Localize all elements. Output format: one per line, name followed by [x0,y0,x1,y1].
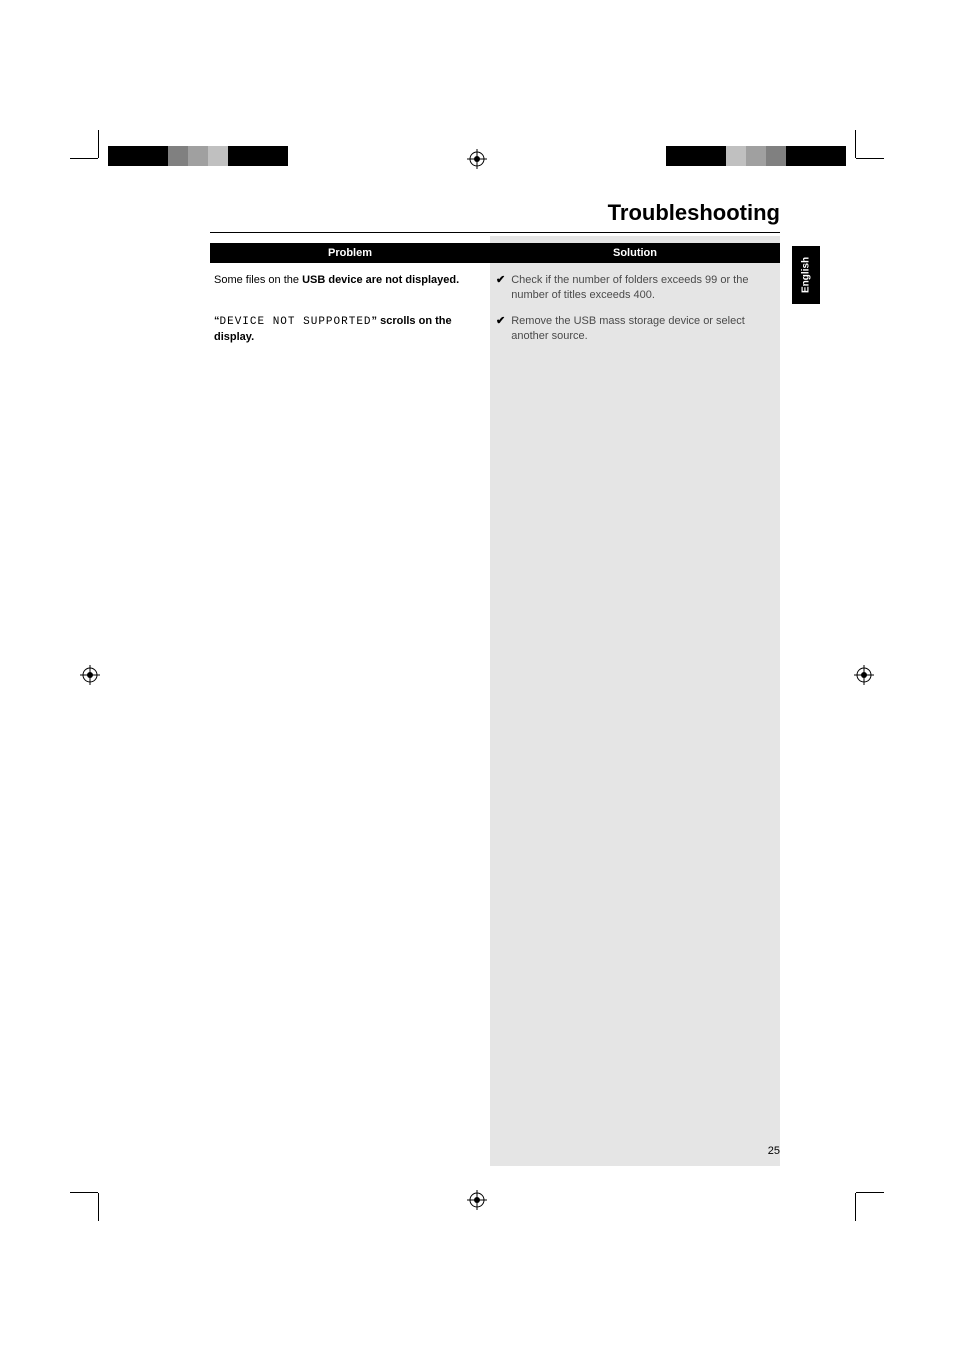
problem-cell: “DEVICE NOT SUPPORTED” scrolls on the di… [210,314,490,346]
solution-text: Check if the number of folders exceeds 9… [511,273,770,304]
problem-bold: USB device are not displayed. [302,274,459,286]
crop-mark [856,1192,884,1193]
table-row: “DEVICE NOT SUPPORTED” scrolls on the di… [210,314,780,346]
registration-strip [108,146,288,166]
col-header-problem: Problem [210,243,490,263]
page-title: Troubleshooting [210,200,780,226]
content-region: Troubleshooting English Problem Solution… [210,200,780,346]
crop-mark [98,130,99,158]
table-row: Some files on the USB device are not dis… [210,273,780,304]
checkmark-icon: ✔ [496,314,505,346]
col-header-solution: Solution [490,243,780,263]
crop-mark [98,1193,99,1221]
solution-text: Remove the USB mass storage device or se… [511,314,770,346]
solution-cell: ✔ Check if the number of folders exceeds… [490,273,780,304]
crop-mark [856,158,884,159]
registration-strip [666,146,846,166]
crop-mark [70,1192,98,1193]
registration-target-icon [854,665,874,685]
crop-mark [855,1193,856,1221]
registration-target-icon [80,665,100,685]
registration-target-icon [467,1190,487,1210]
troubleshooting-table: Problem Solution Some files on the USB d… [210,243,780,346]
registration-target-icon [467,149,487,169]
title-row: Troubleshooting [210,200,780,233]
page-number: 25 [768,1145,780,1157]
table-header: Problem Solution [210,243,780,263]
solution-column-bg [490,236,780,1166]
crop-mark [70,158,98,159]
crop-mark [855,130,856,158]
problem-cell: Some files on the USB device are not dis… [210,273,490,304]
page: Troubleshooting English Problem Solution… [0,0,954,1351]
problem-text: Some files on the [214,274,302,286]
problem-code: DEVICE NOT SUPPORTED [220,316,372,328]
solution-cell: ✔ Remove the USB mass storage device or … [490,314,780,346]
language-tab: English [792,246,820,304]
checkmark-icon: ✔ [496,273,505,304]
